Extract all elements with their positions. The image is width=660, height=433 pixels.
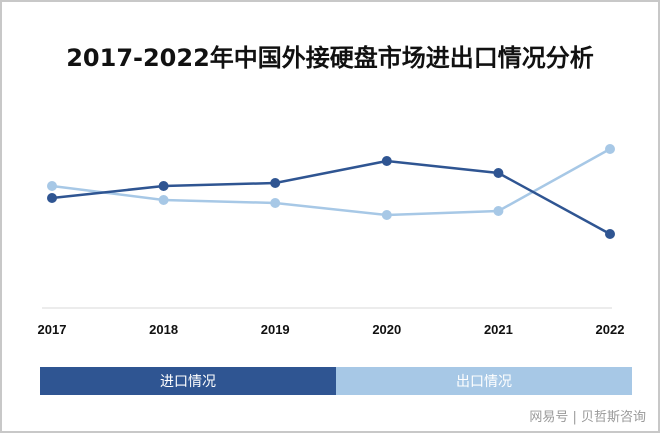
series-line: [51, 147, 611, 217]
chart-title: 2017-2022年中国外接硬盘市场进出口情况分析: [66, 44, 594, 72]
x-tick-label: 2021: [484, 322, 513, 337]
legend: 进口情况 出口情况: [40, 367, 632, 395]
data-point[interactable]: [47, 193, 57, 203]
data-point[interactable]: [381, 156, 392, 166]
data-point[interactable]: [493, 206, 504, 216]
data-point[interactable]: [381, 210, 392, 220]
data-point[interactable]: [493, 168, 504, 178]
data-point[interactable]: [270, 178, 281, 188]
series-export: [47, 144, 615, 220]
x-tick-label: 2022: [596, 322, 625, 337]
data-point[interactable]: [158, 181, 169, 191]
watermark: 网易号 | 贝哲斯咨询: [529, 410, 646, 425]
legend-item-export[interactable]: 出口情况: [336, 367, 632, 395]
legend-item-import[interactable]: 进口情况: [40, 367, 336, 395]
data-point[interactable]: [47, 181, 57, 191]
data-point[interactable]: [270, 198, 281, 208]
data-point[interactable]: [605, 144, 615, 154]
series-line: [51, 159, 611, 236]
x-tick-label: 2019: [261, 322, 290, 337]
data-point[interactable]: [605, 229, 615, 239]
x-tick-label: 2017: [38, 322, 67, 337]
x-tick-label: 2018: [149, 322, 178, 337]
data-point[interactable]: [158, 195, 169, 205]
x-tick-label: 2020: [372, 322, 401, 337]
series-import: [47, 156, 615, 239]
